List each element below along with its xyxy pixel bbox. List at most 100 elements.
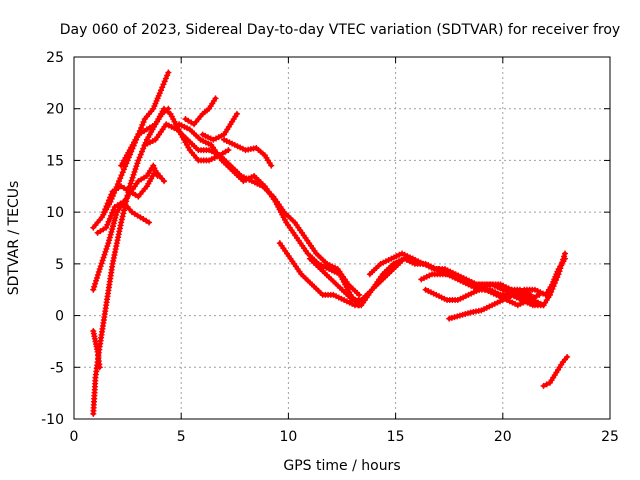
series-trace-9 <box>176 121 363 309</box>
x-tick-label: 20 <box>494 429 512 445</box>
series-trace-6 <box>101 167 168 216</box>
y-tick-label: -10 <box>41 412 64 428</box>
data-point <box>140 145 147 152</box>
data-point <box>129 174 136 181</box>
x-tick-label: 0 <box>70 429 79 445</box>
data-point <box>130 171 137 178</box>
data-point <box>118 172 125 179</box>
data-point <box>106 237 113 244</box>
y-tick-label: 5 <box>55 257 64 273</box>
data-point <box>112 214 119 221</box>
data-point <box>146 219 153 226</box>
data-point <box>136 154 143 161</box>
data-point <box>92 280 99 287</box>
series-trace-2 <box>90 328 103 371</box>
data-point <box>540 382 547 389</box>
data-traces <box>90 69 571 417</box>
data-point <box>156 90 163 97</box>
data-point <box>101 209 108 216</box>
data-point <box>561 250 568 257</box>
data-point <box>110 206 117 213</box>
data-point <box>161 78 168 85</box>
y-tick-label: -5 <box>50 360 64 376</box>
data-point <box>100 254 107 261</box>
series-trace-13 <box>276 240 416 309</box>
data-point <box>225 147 232 154</box>
y-axis-title: SDTVAR / TECUs <box>6 181 22 296</box>
data-point <box>159 84 166 91</box>
data-point <box>118 216 125 223</box>
data-point <box>122 163 129 170</box>
data-point <box>140 119 147 126</box>
data-point <box>91 283 98 290</box>
data-point <box>139 121 146 128</box>
data-point <box>133 163 140 170</box>
data-point <box>564 353 571 360</box>
y-tick-label: 15 <box>46 153 64 169</box>
data-point <box>105 240 112 247</box>
data-point <box>120 166 127 173</box>
series-trace-10 <box>182 95 219 128</box>
data-point <box>233 110 240 117</box>
data-point <box>97 263 104 270</box>
series-trace-5 <box>94 198 153 236</box>
data-point <box>110 220 117 227</box>
data-point <box>121 207 128 214</box>
data-point <box>98 260 105 267</box>
data-point <box>116 178 123 185</box>
data-point <box>108 228 115 235</box>
data-point <box>162 75 169 82</box>
data-point <box>96 364 103 371</box>
series-trace-20 <box>540 353 571 389</box>
data-point <box>105 218 112 225</box>
data-point <box>109 223 116 230</box>
data-point <box>120 210 127 217</box>
y-axis: -10 -5 0 5 10 15 20 25 <box>41 50 610 428</box>
y-tick-label: 10 <box>46 205 64 221</box>
data-point <box>101 251 108 258</box>
series-trace-11 <box>199 110 240 143</box>
data-point <box>102 248 109 255</box>
data-point <box>94 271 101 278</box>
data-point <box>111 217 118 224</box>
chart-title: Day 060 of 2023, Sidereal Day-to-day VTE… <box>60 22 620 38</box>
data-point <box>90 286 97 293</box>
data-point <box>99 257 106 264</box>
series-trace-19 <box>446 255 568 322</box>
x-axis: 0 5 10 15 20 25 <box>70 57 619 445</box>
data-point <box>104 200 111 207</box>
data-point <box>106 234 113 241</box>
data-point <box>135 157 142 164</box>
data-point <box>128 177 135 184</box>
data-point <box>134 160 141 167</box>
data-point <box>103 224 110 231</box>
data-point <box>108 212 115 219</box>
data-point <box>160 81 167 88</box>
x-tick-label: 10 <box>279 429 297 445</box>
data-point <box>107 231 114 238</box>
data-point <box>102 206 109 213</box>
data-point <box>118 219 125 226</box>
y-tick-label: 25 <box>46 50 64 66</box>
series-trace-12 <box>221 136 275 169</box>
data-point <box>95 268 102 275</box>
data-point <box>117 175 124 182</box>
data-point <box>543 381 550 388</box>
data-point <box>132 166 139 173</box>
data-point <box>109 226 116 233</box>
data-point <box>127 180 134 187</box>
data-point <box>157 87 164 94</box>
data-point <box>96 266 103 273</box>
data-point <box>105 197 112 204</box>
grid <box>74 57 610 419</box>
data-point <box>268 162 275 169</box>
data-point <box>164 72 171 79</box>
y-tick-label: 0 <box>55 309 64 325</box>
data-point <box>103 203 110 210</box>
data-point <box>356 291 363 298</box>
y-tick-label: 20 <box>46 102 64 118</box>
data-point <box>104 243 111 250</box>
x-axis-title: GPS time / hours <box>283 458 400 474</box>
data-point <box>165 69 172 76</box>
